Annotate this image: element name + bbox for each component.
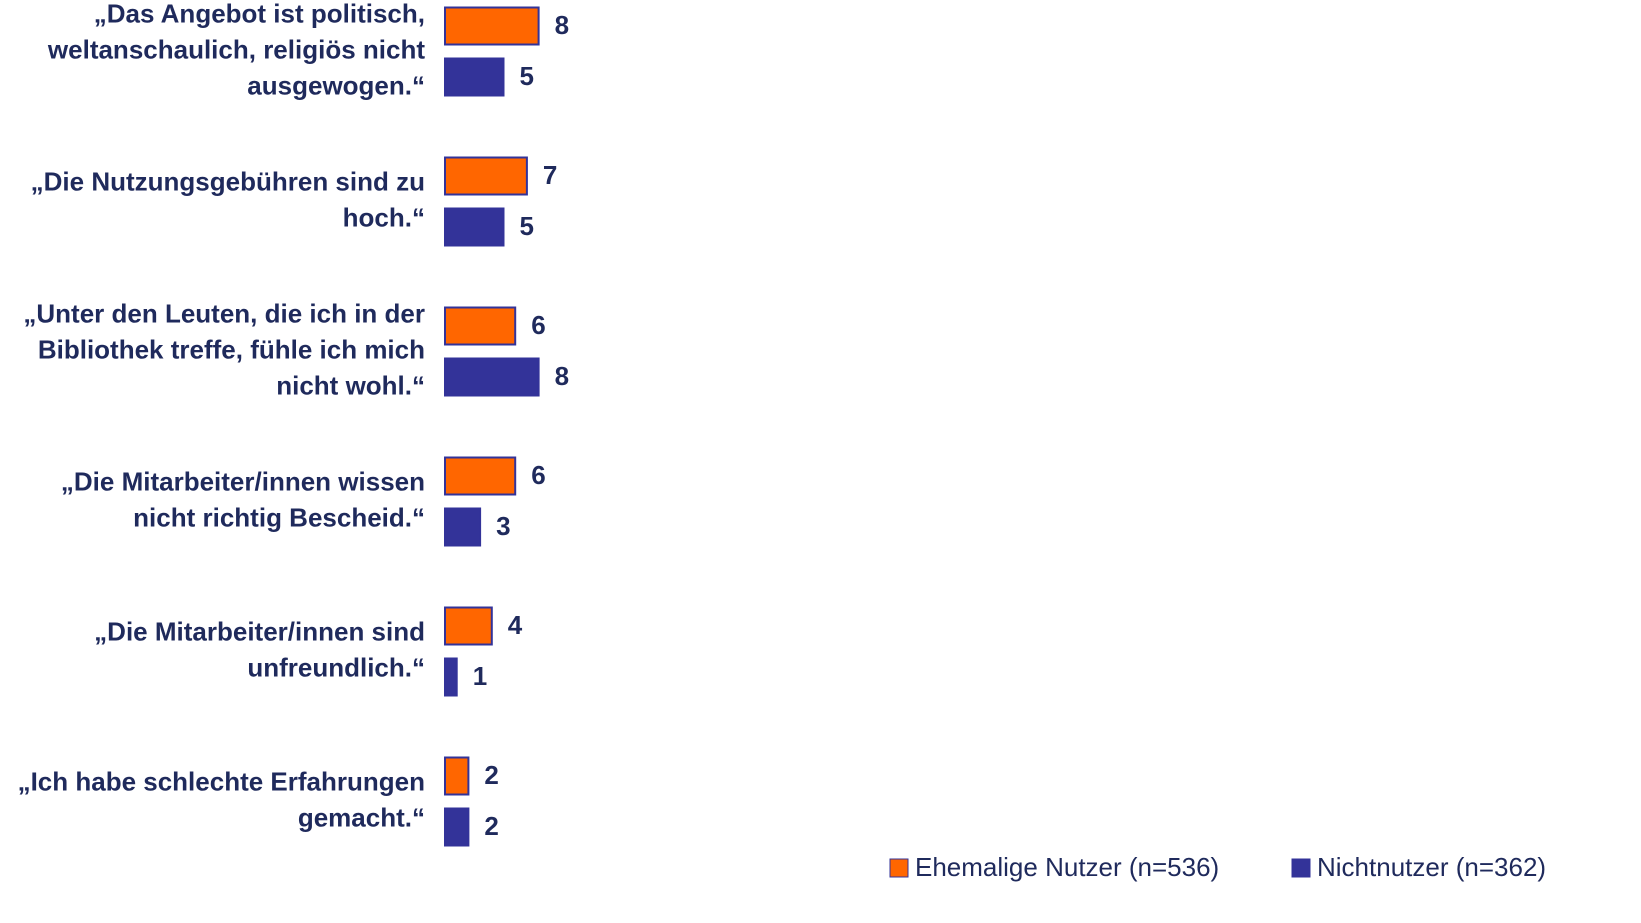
legend-swatch xyxy=(889,858,909,878)
value-label: 6 xyxy=(531,460,545,490)
bar xyxy=(444,6,540,46)
category-label: „Unter den Leuten, die ich in der xyxy=(23,298,425,328)
bar xyxy=(444,606,493,646)
category-label: „Ich habe schlechte Erfahrungen xyxy=(18,766,425,796)
bar xyxy=(444,507,482,547)
bar xyxy=(444,456,517,496)
value-label: 2 xyxy=(484,811,498,841)
bar xyxy=(444,156,528,196)
value-label: 3 xyxy=(496,511,510,541)
bar xyxy=(444,207,505,247)
bar xyxy=(444,57,505,97)
bar xyxy=(444,807,470,847)
category-label: gemacht.“ xyxy=(298,802,425,832)
category-label: ausgewogen.“ xyxy=(247,70,425,100)
category-label: „Die Nutzungsgebühren sind zu xyxy=(31,166,425,196)
bar xyxy=(444,306,517,346)
bar xyxy=(444,756,470,796)
value-label: 5 xyxy=(520,61,534,91)
bar xyxy=(444,657,458,697)
category-label: „Die Mitarbeiter/innen sind xyxy=(94,616,425,646)
category-label: unfreundlich.“ xyxy=(247,652,425,682)
legend-swatch xyxy=(1291,858,1311,878)
legend-label: Ehemalige Nutzer (n=536) xyxy=(915,852,1219,882)
category-label: „Das Angebot ist politisch, xyxy=(94,0,425,28)
category-label: „Die Mitarbeiter/innen wissen xyxy=(61,466,425,496)
value-label: 1 xyxy=(473,661,487,691)
value-label: 8 xyxy=(555,10,569,40)
value-label: 8 xyxy=(555,361,569,391)
bar xyxy=(444,357,540,397)
category-label: weltanschaulich, religiös nicht xyxy=(47,34,425,64)
value-label: 6 xyxy=(531,310,545,340)
value-label: 4 xyxy=(508,610,523,640)
value-label: 5 xyxy=(520,211,534,241)
category-label: nicht wohl.“ xyxy=(276,370,425,400)
value-label: 7 xyxy=(543,160,557,190)
category-label: hoch.“ xyxy=(343,202,425,232)
value-label: 2 xyxy=(484,760,498,790)
category-label: Bibliothek treffe, fühle ich mich xyxy=(38,334,425,364)
legend-label: Nichtnutzer (n=362) xyxy=(1317,852,1546,882)
category-label: nicht richtig Bescheid.“ xyxy=(133,502,425,532)
